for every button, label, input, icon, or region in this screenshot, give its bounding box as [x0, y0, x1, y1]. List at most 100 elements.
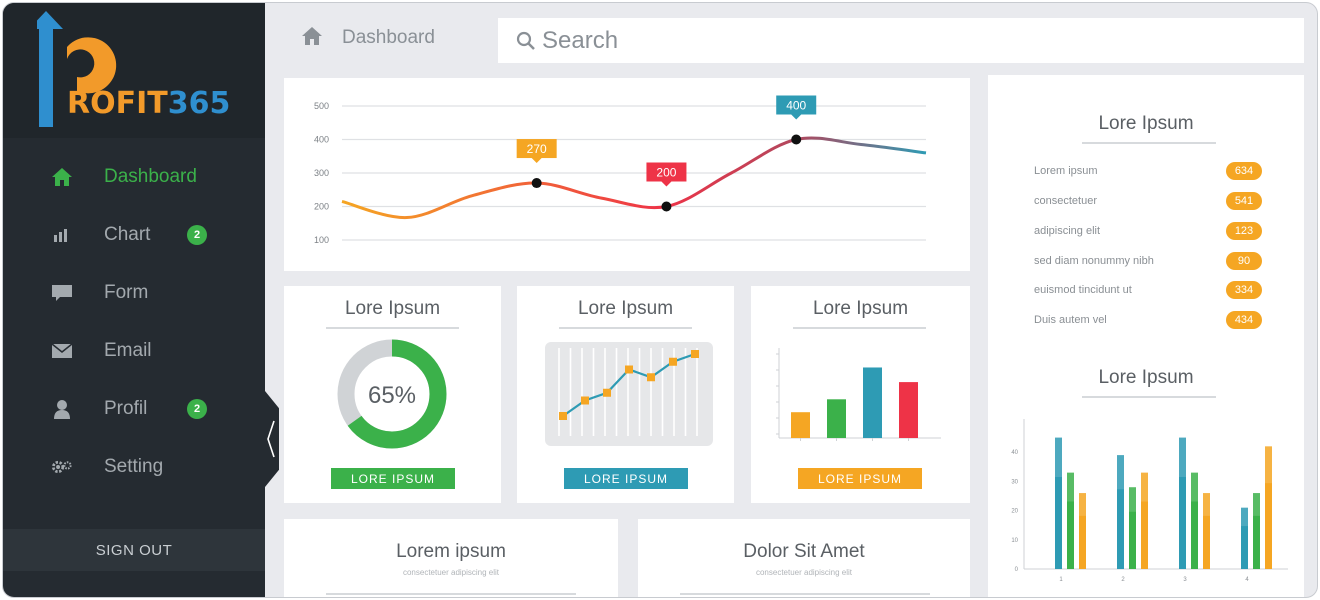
- divider: [559, 327, 692, 329]
- list-item[interactable]: Duis autem vel 434: [1034, 308, 1264, 338]
- divider: [1082, 396, 1216, 398]
- bar[interactable]: [899, 382, 918, 438]
- mini-bar-card: Lore Ipsum LORE IPSUM: [751, 286, 970, 503]
- grouped-bar-chart: 40 30 20 10 0 1 2 3 4: [1011, 419, 1288, 583]
- sidebar-item-email[interactable]: Email: [3, 322, 265, 380]
- list-item-value-badge: 634: [1226, 162, 1262, 180]
- sidebar-item-profil[interactable]: Profil 2: [3, 380, 265, 438]
- list-item-value-badge: 541: [1226, 192, 1262, 210]
- bar[interactable]: [863, 367, 882, 438]
- bar[interactable]: [1141, 472, 1148, 569]
- bar-highlight: [1055, 437, 1062, 478]
- gears-icon: [51, 456, 73, 478]
- divider: [680, 593, 930, 595]
- card-title: Lore Ipsum: [1098, 367, 1194, 388]
- sidebar-item-setting[interactable]: Setting: [3, 438, 265, 496]
- breadcrumb[interactable]: Dashboard: [342, 27, 435, 48]
- list-item-value-badge: 123: [1226, 222, 1262, 240]
- list-item-label: consectetuer: [1034, 195, 1097, 207]
- bar[interactable]: [1079, 493, 1086, 569]
- bar-highlight: [1079, 493, 1086, 516]
- x-tick-label: 4: [1245, 577, 1249, 583]
- brand-logo[interactable]: ROFIT365: [3, 3, 265, 138]
- card-title: Lorem ipsum: [396, 541, 506, 562]
- sidebar-item-form[interactable]: Form: [3, 264, 265, 322]
- list-item[interactable]: sed diam nonummy nibh 90: [1034, 249, 1264, 279]
- y-tick-label: 0: [1015, 567, 1019, 573]
- home-icon[interactable]: [301, 26, 323, 46]
- sidebar-item-chart[interactable]: Chart 2: [3, 206, 265, 264]
- sign-out-button[interactable]: SIGN OUT: [3, 529, 265, 571]
- donut-progress-arc: [337, 339, 447, 449]
- y-tick-label: 40: [1011, 450, 1018, 456]
- x-tick-label: 2: [1121, 577, 1125, 583]
- bar[interactable]: [1117, 455, 1124, 569]
- lore-ipsum-button[interactable]: LORE IPSUM: [798, 468, 922, 489]
- y-tick-label: 100: [314, 235, 329, 245]
- bar[interactable]: [1179, 437, 1186, 569]
- bar[interactable]: [1265, 446, 1272, 569]
- card-title: Dolor Sit Amet: [743, 541, 865, 562]
- divider: [793, 327, 926, 329]
- list-item-label: euismod tincidunt ut: [1034, 284, 1132, 296]
- data-point: [603, 388, 611, 397]
- lore-ipsum-button[interactable]: LORE IPSUM: [564, 468, 688, 489]
- bar[interactable]: [1067, 472, 1074, 569]
- y-tick-label: 30: [1011, 479, 1018, 485]
- card-title: Lore Ipsum: [577, 298, 674, 319]
- sidebar-item-label: Dashboard: [104, 166, 197, 187]
- value-callout: [516, 139, 557, 159]
- y-tick-label: 300: [314, 168, 329, 178]
- list-item-value-badge: 334: [1226, 281, 1262, 299]
- y-tick-label: 10: [1011, 538, 1018, 544]
- callout-pointer: [791, 114, 802, 120]
- list-item[interactable]: Lorem ipsum 634: [1034, 159, 1264, 189]
- list-item-label: adipiscing elit: [1034, 225, 1101, 237]
- list-item[interactable]: euismod tincidunt ut 334: [1034, 278, 1264, 308]
- bar-highlight: [1067, 472, 1074, 502]
- data-point: [559, 412, 567, 420]
- search-input[interactable]: [542, 26, 1242, 55]
- bar-highlight: [1117, 455, 1124, 490]
- bar[interactable]: [1241, 507, 1248, 569]
- y-tick-label: 20: [1011, 509, 1018, 515]
- bar[interactable]: [1055, 437, 1062, 569]
- search-bar[interactable]: [498, 18, 1304, 63]
- bar[interactable]: [1191, 472, 1198, 569]
- right-panel: Lore Ipsum Lorem ipsum 634 consectetuer …: [988, 75, 1304, 597]
- card-subtitle: consectetuer adipiscing elit: [755, 568, 853, 577]
- bar[interactable]: [1203, 493, 1210, 569]
- bar[interactable]: [827, 399, 846, 438]
- home-icon: [51, 166, 73, 188]
- y-tick-label: 400: [314, 135, 329, 145]
- donut-percent-label: 65%: [368, 382, 416, 409]
- sidebar-collapse-toggle[interactable]: [265, 391, 279, 487]
- bar-highlight: [1241, 507, 1248, 527]
- sidebar-item-label: Setting: [104, 456, 164, 477]
- bar-highlight: [1191, 472, 1198, 502]
- mini-bar-chart: [776, 348, 941, 441]
- bar[interactable]: [1253, 493, 1260, 569]
- sidebar-item-label: Profil: [104, 398, 148, 419]
- data-point[interactable]: [661, 201, 672, 212]
- list-item[interactable]: consectetuer 541: [1034, 189, 1264, 219]
- divider: [326, 327, 459, 329]
- callout-label: 400: [786, 99, 806, 113]
- line-series: [341, 136, 927, 220]
- bar[interactable]: [791, 412, 810, 438]
- sidebar-item-dashboard[interactable]: Dashboard: [3, 148, 265, 206]
- list-item[interactable]: adipiscing elit 123: [1034, 219, 1264, 249]
- data-point: [647, 373, 655, 382]
- data-point[interactable]: [791, 134, 802, 145]
- envelope-icon: [51, 340, 73, 362]
- x-tick-label: 1: [1059, 577, 1063, 583]
- list-item-value-badge: 90: [1226, 252, 1262, 270]
- callout-pointer: [661, 181, 672, 187]
- divider: [326, 593, 576, 595]
- bar[interactable]: [1129, 487, 1136, 569]
- data-point[interactable]: [531, 178, 542, 189]
- lore-ipsum-button[interactable]: LORE IPSUM: [331, 468, 455, 489]
- y-tick-label: 500: [314, 101, 329, 111]
- y-tick-label: 200: [314, 202, 329, 212]
- chat-bubble-icon: [51, 282, 73, 304]
